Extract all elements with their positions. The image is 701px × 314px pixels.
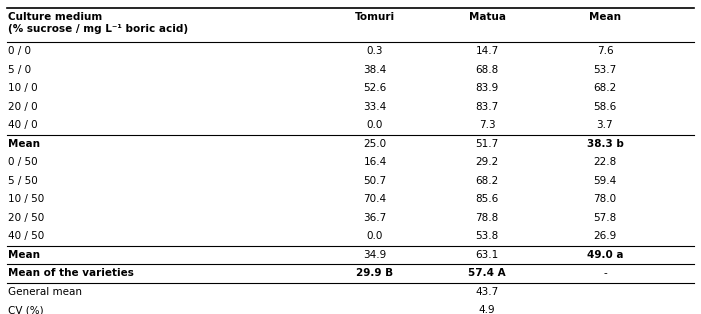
Text: 20 / 50: 20 / 50: [8, 213, 45, 223]
Text: (% sucrose / mg L⁻¹ boric acid): (% sucrose / mg L⁻¹ boric acid): [8, 24, 189, 34]
Text: 43.7: 43.7: [475, 287, 499, 297]
Text: 34.9: 34.9: [363, 250, 387, 260]
Text: 53.7: 53.7: [593, 65, 617, 75]
Text: Tomuri: Tomuri: [355, 12, 395, 22]
Text: 10 / 0: 10 / 0: [8, 83, 38, 93]
Text: 68.8: 68.8: [475, 65, 499, 75]
Text: 51.7: 51.7: [475, 139, 499, 149]
Text: 50.7: 50.7: [364, 176, 386, 186]
Text: Mean of the varieties: Mean of the varieties: [8, 268, 135, 278]
Text: 78.8: 78.8: [475, 213, 499, 223]
Text: 7.6: 7.6: [597, 46, 613, 56]
Text: 22.8: 22.8: [593, 157, 617, 167]
Text: 68.2: 68.2: [475, 176, 499, 186]
Text: Culture medium: Culture medium: [8, 12, 102, 22]
Text: 85.6: 85.6: [475, 194, 499, 204]
Text: 29.9 B: 29.9 B: [357, 268, 393, 278]
Text: 52.6: 52.6: [363, 83, 387, 93]
Text: 57.4 A: 57.4 A: [468, 268, 506, 278]
Text: 36.7: 36.7: [363, 213, 387, 223]
Text: 63.1: 63.1: [475, 250, 499, 260]
Text: 0 / 0: 0 / 0: [8, 46, 32, 56]
Text: Matua: Matua: [469, 12, 505, 22]
Text: 78.0: 78.0: [594, 194, 616, 204]
Text: 53.8: 53.8: [475, 231, 499, 241]
Text: 58.6: 58.6: [593, 102, 617, 112]
Text: 57.8: 57.8: [593, 213, 617, 223]
Text: 5 / 0: 5 / 0: [8, 65, 32, 75]
Text: 38.4: 38.4: [363, 65, 387, 75]
Text: 7.3: 7.3: [479, 120, 496, 130]
Text: 0 / 50: 0 / 50: [8, 157, 38, 167]
Text: 10 / 50: 10 / 50: [8, 194, 45, 204]
Text: 40 / 0: 40 / 0: [8, 120, 38, 130]
Text: 26.9: 26.9: [593, 231, 617, 241]
Text: 0.3: 0.3: [367, 46, 383, 56]
Text: 5 / 50: 5 / 50: [8, 176, 38, 186]
Text: 0.0: 0.0: [367, 231, 383, 241]
Text: 33.4: 33.4: [363, 102, 387, 112]
Text: 68.2: 68.2: [593, 83, 617, 93]
Text: 14.7: 14.7: [475, 46, 499, 56]
Text: 4.9: 4.9: [479, 305, 496, 314]
Text: CV (%): CV (%): [8, 305, 44, 314]
Text: 16.4: 16.4: [363, 157, 387, 167]
Text: 3.7: 3.7: [597, 120, 613, 130]
Text: 40 / 50: 40 / 50: [8, 231, 45, 241]
Text: -: -: [603, 268, 607, 278]
Text: General mean: General mean: [8, 287, 83, 297]
Text: 59.4: 59.4: [593, 176, 617, 186]
Text: Mean: Mean: [589, 12, 621, 22]
Text: 38.3 b: 38.3 b: [587, 139, 623, 149]
Text: 49.0 a: 49.0 a: [587, 250, 623, 260]
Text: 83.9: 83.9: [475, 83, 499, 93]
Text: 29.2: 29.2: [475, 157, 499, 167]
Text: 83.7: 83.7: [475, 102, 499, 112]
Text: Mean: Mean: [8, 139, 41, 149]
Text: 25.0: 25.0: [364, 139, 386, 149]
Text: 20 / 0: 20 / 0: [8, 102, 38, 112]
Text: Mean: Mean: [8, 250, 41, 260]
Text: 0.0: 0.0: [367, 120, 383, 130]
Text: 70.4: 70.4: [364, 194, 386, 204]
